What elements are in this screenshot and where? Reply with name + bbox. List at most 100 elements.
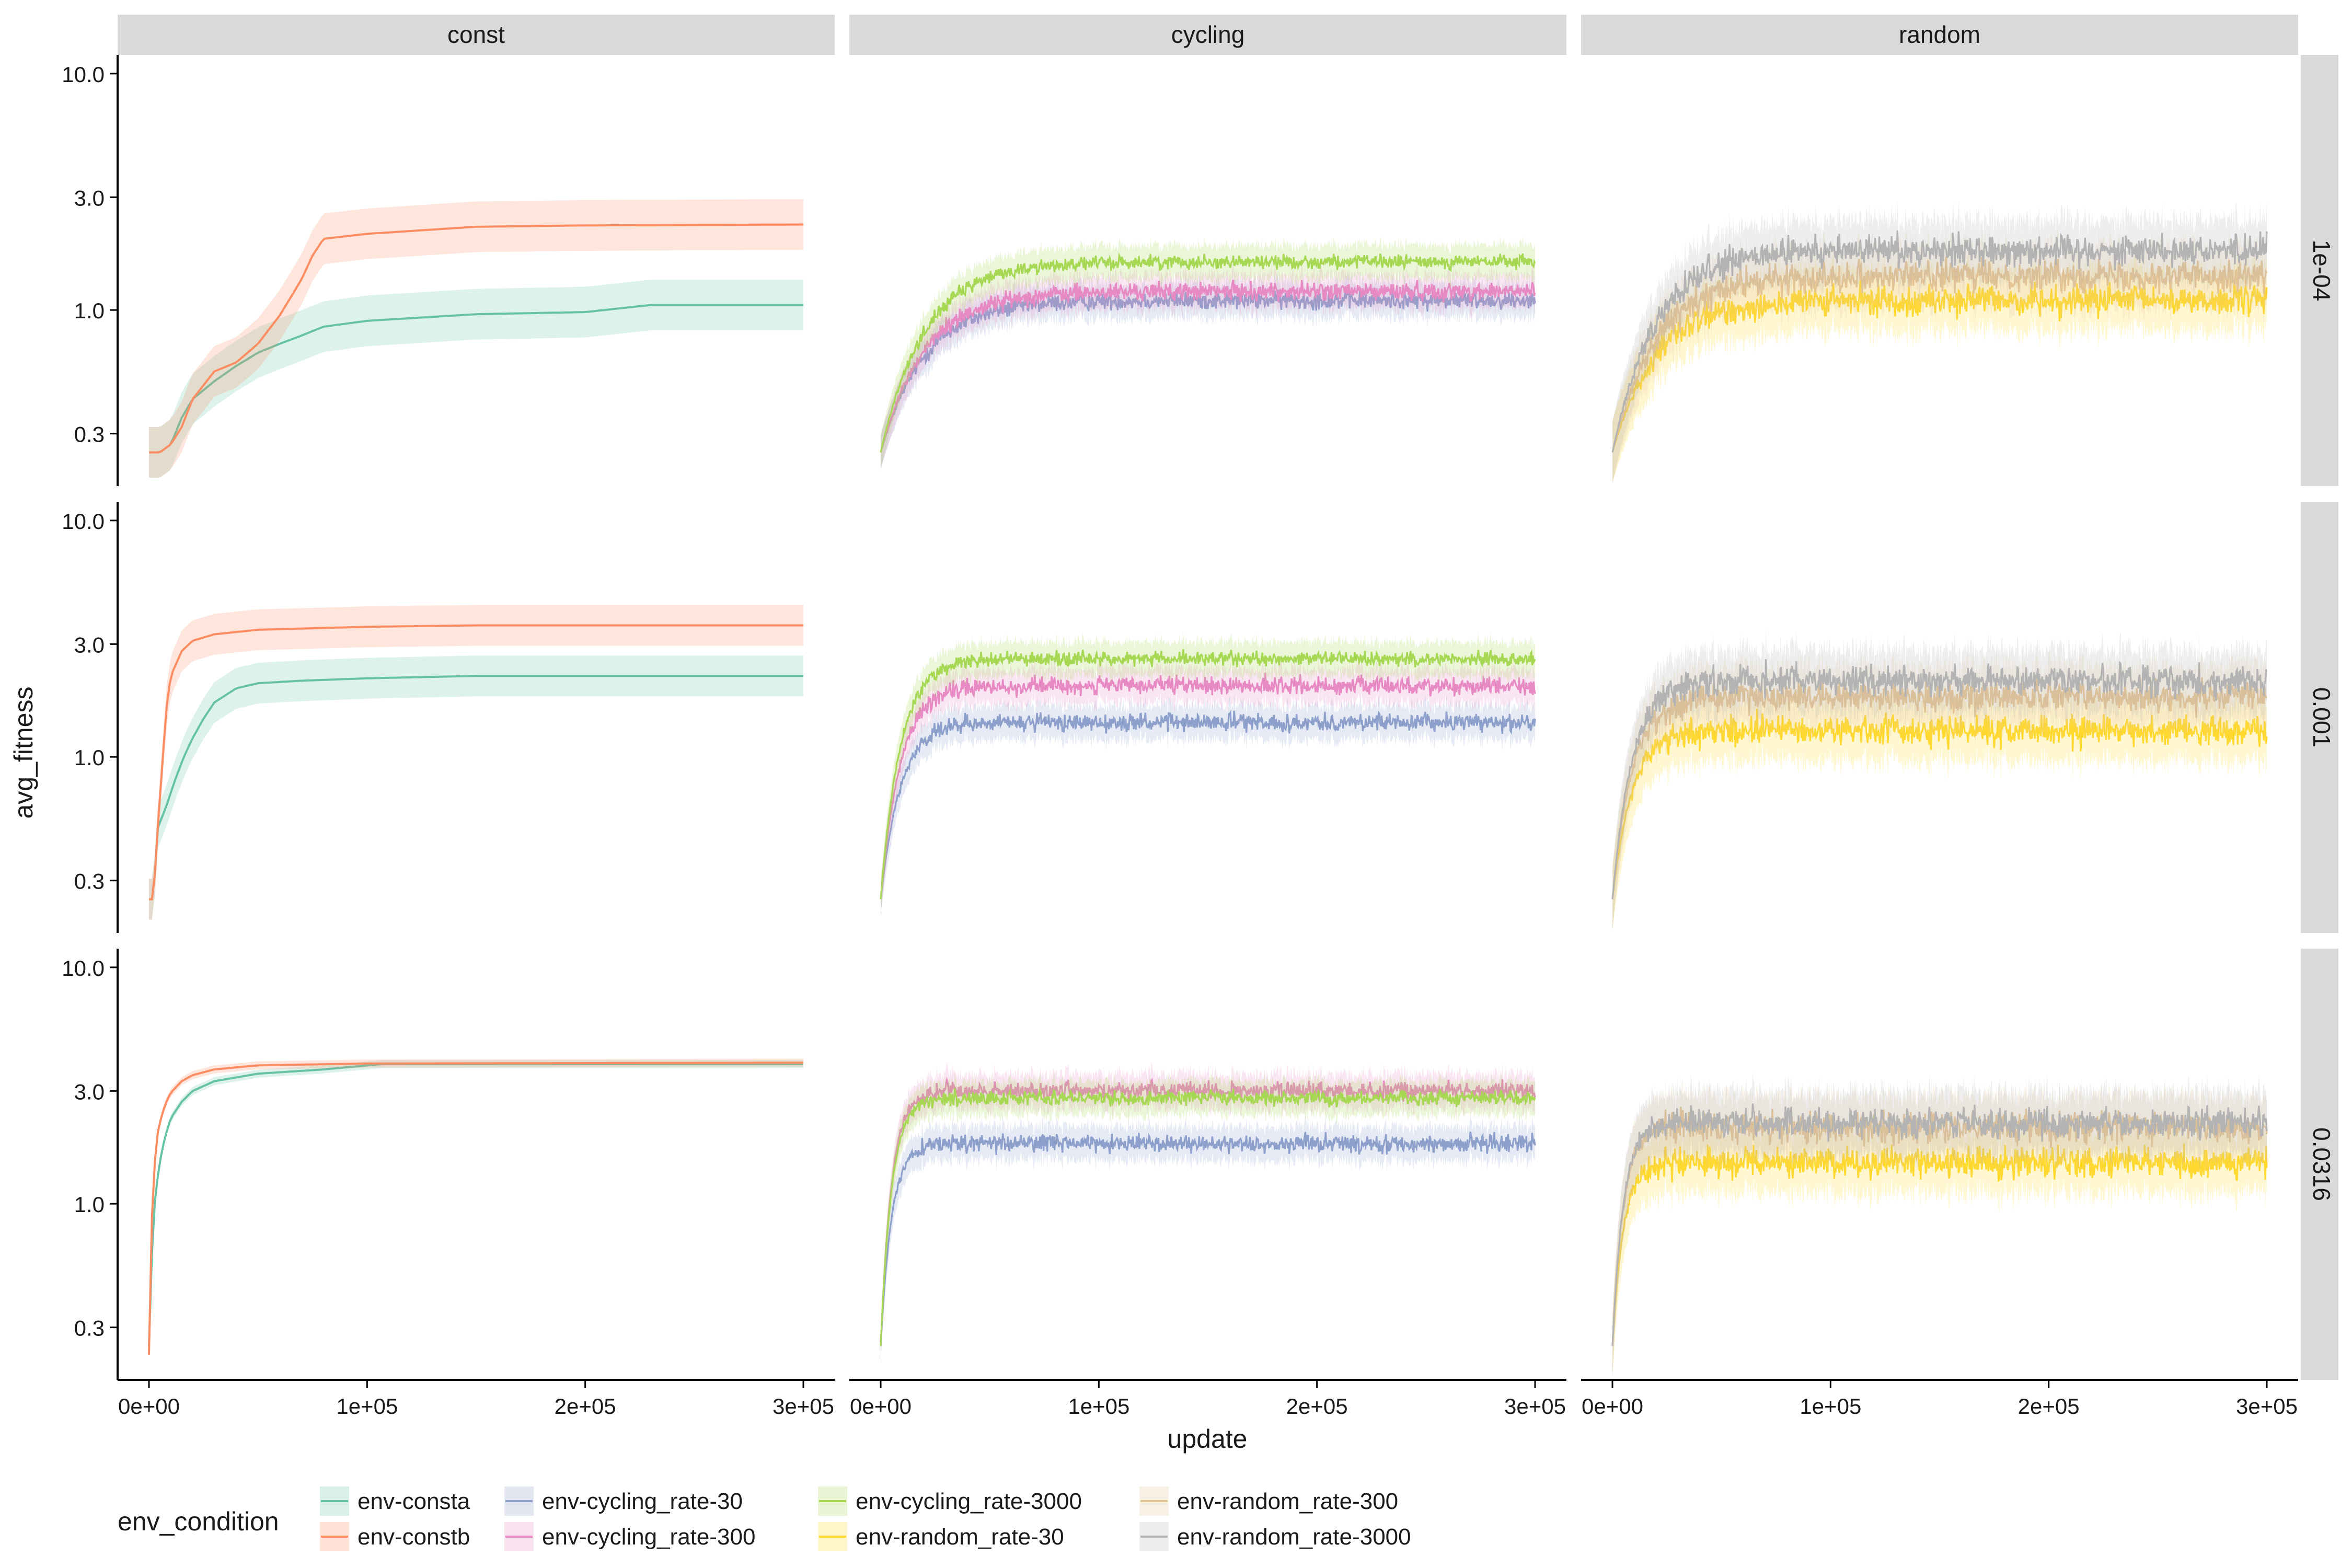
legend-item: env-cycling_rate-3000	[818, 1486, 1082, 1516]
series-line-env-cycling_rate-3000	[880, 252, 1536, 453]
legend-label: env-constb	[358, 1524, 470, 1550]
legend: env_condition env-consta env-constb env-cy…	[118, 1486, 1411, 1551]
facet-strip-row	[2301, 502, 2338, 933]
series-line-env-constb	[149, 624, 803, 901]
series-ribbon-env-consta	[149, 655, 803, 920]
facet-strip-col	[849, 15, 1566, 55]
facet-strips: const cycling random 1e-04 0.001 0.0316	[118, 15, 2338, 1380]
series-line-env-cycling_rate-300	[880, 673, 1536, 900]
series-line-env-random_rate-30	[1611, 279, 2268, 453]
facet-panel-cycling-0.0316	[880, 1062, 1536, 1363]
y-tick-label: 10.0	[62, 509, 105, 534]
legend-title: env_condition	[118, 1507, 279, 1536]
series-line-env-cycling_rate-30	[880, 289, 1536, 453]
facet-panel-cycling-1e-04	[880, 236, 1536, 469]
legend-item: env-random_rate-300	[1139, 1486, 1398, 1516]
axes: 0.3 1.0 3.0 10.0 0.3 1.0 3.0 10.0 0.3 1.0 3.0 10.0 0…	[62, 55, 2298, 1419]
x-tick-label: 1e+05	[336, 1394, 398, 1419]
facet-strip-row-label: 0.0316	[2308, 1127, 2335, 1201]
series-line-env-random_rate-30	[1611, 709, 2268, 900]
series-line-env-cycling_rate-30	[880, 709, 1536, 900]
facet-strip-col	[1581, 15, 2298, 55]
legend-label: env-cycling_rate-30	[542, 1489, 743, 1514]
y-tick-label: 1.0	[74, 1192, 105, 1217]
x-tick-label: 0e+00	[1582, 1394, 1643, 1419]
y-tick-label: 0.3	[74, 1316, 105, 1341]
y-tick-label: 10.0	[62, 956, 105, 981]
y-tick-label: 1.0	[74, 298, 105, 323]
facet-panel-const-0.001	[149, 605, 803, 920]
series-line-env-cycling_rate-300	[880, 1077, 1536, 1346]
y-tick-label: 3.0	[74, 186, 105, 210]
y-tick-label: 10.0	[62, 62, 105, 87]
legend-item: env-cycling_rate-30	[504, 1486, 743, 1516]
facet-strip-row-label: 0.001	[2308, 687, 2335, 747]
legend-label: env-random_rate-3000	[1177, 1524, 1411, 1550]
series-ribbon-env-constb	[149, 605, 803, 920]
series-ribbon-env-random_rate-30	[1612, 1112, 2267, 1377]
series-line-env-cycling_rate-300	[880, 280, 1536, 453]
facet-panel-random-0.001	[1611, 628, 2268, 930]
x-tick-label: 0e+00	[850, 1394, 912, 1419]
series-line-env-consta	[149, 675, 803, 901]
x-tick-label: 0e+00	[118, 1394, 180, 1419]
x-tick-label: 3e+05	[1504, 1394, 1566, 1419]
series-line-env-cycling_rate-3000	[880, 1087, 1536, 1346]
series-line-env-cycling_rate-30	[880, 1131, 1536, 1346]
legend-item: env-consta	[320, 1486, 470, 1516]
legend-item: env-random_rate-30	[818, 1522, 1064, 1551]
facet-panel-const-0.0316	[148, 1058, 803, 1359]
series-ribbon-env-cycling_rate-300	[881, 655, 1535, 916]
facet-strip-row-label: 1e-04	[2308, 240, 2335, 302]
x-tick-label: 1e+05	[1800, 1394, 1861, 1419]
series-ribbon-env-cycling_rate-300	[881, 263, 1535, 469]
y-tick-label: 0.3	[74, 422, 105, 447]
facet-panel-random-0.0316	[1611, 1073, 2268, 1377]
series-ribbon-env-cycling_rate-3000	[881, 236, 1535, 469]
series-ribbon-env-consta	[149, 280, 803, 478]
series-ribbon-env-random_rate-300	[1612, 1076, 2267, 1377]
x-tick-label: 2e+05	[2018, 1394, 2080, 1419]
x-tick-label: 3e+05	[773, 1394, 834, 1419]
x-tick-label: 2e+05	[555, 1394, 616, 1419]
series-line-env-cycling_rate-3000	[880, 649, 1536, 900]
facet-strip-row	[2301, 949, 2338, 1380]
series-ribbon-env-random_rate-3000	[1612, 199, 2267, 483]
y-axis-label: avg_fitness	[9, 687, 38, 819]
series-line-env-constb	[148, 1062, 803, 1355]
facet-panel-const-1e-04	[149, 199, 803, 478]
legend-item: env-constb	[320, 1522, 470, 1551]
x-tick-label: 3e+05	[2236, 1394, 2298, 1419]
facet-strip-col-label: cycling	[1171, 21, 1245, 48]
y-tick-label: 3.0	[74, 632, 105, 657]
y-tick-label: 1.0	[74, 745, 105, 770]
series-ribbon-env-random_rate-30	[1612, 678, 2267, 930]
x-tick-label: 1e+05	[1068, 1394, 1129, 1419]
facet-strip-col	[118, 15, 835, 55]
x-tick-label: 2e+05	[1286, 1394, 1348, 1419]
series-line-env-consta	[149, 304, 803, 454]
series-ribbon-env-random_rate-3000	[1612, 628, 2267, 930]
series-ribbon-env-random_rate-300	[1612, 226, 2267, 483]
facet-panel-random-1e-04	[1611, 199, 2268, 483]
series-line-env-random_rate-3000	[1611, 1103, 2268, 1346]
series-line-env-constb	[149, 223, 803, 454]
legend-label: env-random_rate-30	[856, 1524, 1064, 1550]
facet-panels	[148, 199, 2268, 1377]
facet-panel-cycling-0.001	[880, 632, 1536, 916]
facet-strip-col-label: const	[447, 21, 505, 48]
legend-label: env-cycling_rate-300	[542, 1524, 755, 1550]
legend-label: env-consta	[358, 1489, 470, 1514]
legend-item: env-random_rate-3000	[1139, 1522, 1411, 1551]
x-axis-label: update	[1168, 1424, 1248, 1454]
series-ribbon-env-constb	[149, 199, 803, 478]
y-tick-label: 3.0	[74, 1079, 105, 1104]
facet-strip-row	[2301, 55, 2338, 486]
facet-strip-col-label: random	[1899, 21, 1980, 48]
series-line-env-random_rate-3000	[1611, 659, 2267, 900]
y-tick-label: 0.3	[74, 869, 105, 894]
series-ribbon-env-random_rate-300	[1612, 647, 2267, 930]
legend-label: env-cycling_rate-3000	[856, 1489, 1082, 1514]
series-line-env-random_rate-3000	[1611, 230, 2268, 453]
